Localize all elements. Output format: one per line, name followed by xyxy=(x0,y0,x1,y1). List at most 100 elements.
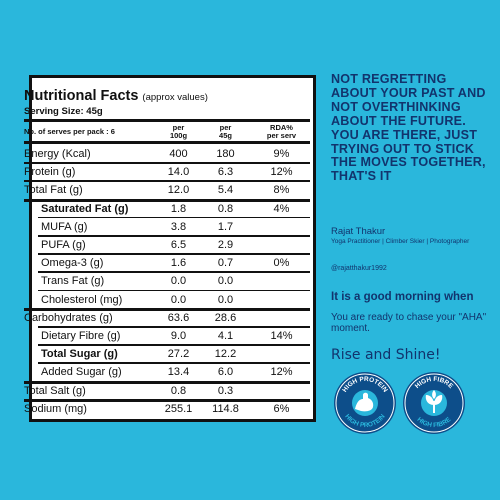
value-rda: 0% xyxy=(273,257,290,270)
nutrition-row: Total Fat (g) 12.0 5.4 8% xyxy=(24,181,310,200)
serving-size: Serving Size: 45g xyxy=(24,106,103,117)
nutrient-name: Carbohydrates (g) xyxy=(24,311,113,324)
row-divider xyxy=(24,162,310,164)
value-per-45g: 114.8 xyxy=(212,402,239,415)
flexed-arm-icon xyxy=(352,390,378,416)
header-per-45g-line2: 45g xyxy=(219,131,232,140)
row-divider xyxy=(38,362,310,364)
value-per-45g: 0.3 xyxy=(217,384,234,397)
header-per-100g-line2: 100g xyxy=(169,131,188,140)
leaf-icon xyxy=(421,390,447,416)
value-per-45g: 1.7 xyxy=(217,220,234,233)
row-divider xyxy=(38,326,310,328)
row-divider xyxy=(38,253,310,255)
value-rda: 8% xyxy=(273,184,290,197)
header-rda-line2: per serv xyxy=(266,131,297,140)
row-divider xyxy=(24,307,310,311)
value-per-45g: 28.6 xyxy=(214,311,237,324)
value-per-100g: 3.8 xyxy=(170,220,187,233)
nutrient-name: Protein (g) xyxy=(24,166,76,179)
nutrition-row: Total Sugar (g) 27.2 12.2 xyxy=(24,345,310,364)
value-rda: 12% xyxy=(270,366,293,379)
value-per-100g: 1.6 xyxy=(170,257,187,270)
nutrition-row: Trans Fat (g) 0.0 0.0 xyxy=(24,272,310,291)
good-morning-heading: It is a good morning when xyxy=(331,291,474,303)
nutrient-name: Cholesterol (mg) xyxy=(41,293,123,306)
value-per-100g: 14.0 xyxy=(167,166,190,179)
row-divider xyxy=(24,198,310,202)
value-per-45g: 2.9 xyxy=(217,239,234,251)
nutrient-name: Omega-3 (g) xyxy=(41,257,104,270)
nutrition-row: Sodium (mg) 255.1 114.8 6% xyxy=(24,400,310,419)
nutrient-name: MUFA (g) xyxy=(41,220,88,233)
value-per-100g: 400 xyxy=(169,148,188,160)
nutrition-divider xyxy=(24,119,310,122)
value-per-100g: 13.4 xyxy=(167,366,190,379)
nutrient-name: Total Sugar (g) xyxy=(41,348,118,361)
value-per-100g: 6.5 xyxy=(170,239,187,251)
value-per-45g: 6.3 xyxy=(217,166,234,179)
nutrition-title-text: Nutritional Facts xyxy=(24,88,139,104)
value-per-100g: 63.6 xyxy=(167,311,190,324)
nutrition-title: Nutritional Facts (approx values) xyxy=(24,88,208,104)
social-handle: @rajatthakur1992 xyxy=(331,265,387,272)
nutrition-subtitle: (approx values) xyxy=(142,92,208,103)
value-per-100g: 0.0 xyxy=(170,275,187,288)
row-divider xyxy=(24,180,310,182)
quote-author-role: Yoga Practitioner | Climber Skier | Phot… xyxy=(331,238,470,245)
nutrition-row: PUFA (g) 6.5 2.9 xyxy=(24,236,310,255)
value-per-45g: 0.8 xyxy=(217,202,234,215)
nutrition-row: Added Sugar (g) 13.4 6.0 12% xyxy=(24,363,310,382)
nutrient-name: Total Fat (g) xyxy=(24,184,83,197)
value-per-100g: 1.8 xyxy=(170,202,187,215)
nutrition-row: Dietary Fibre (g) 9.0 4.1 14% xyxy=(24,327,310,346)
nutrition-row: Cholesterol (mg) 0.0 0.0 xyxy=(24,291,310,310)
nutrition-row: Total Salt (g) 0.8 0.3 xyxy=(24,382,310,401)
nutrient-name: Trans Fat (g) xyxy=(41,275,105,288)
value-per-45g: 180 xyxy=(216,148,235,160)
nutrition-row: Saturated Fat (g) 1.8 0.8 4% xyxy=(24,200,310,219)
nutrient-name: Dietary Fibre (g) xyxy=(41,330,121,342)
quote-text: NOT REGRETTING ABOUT YOUR PAST AND NOT O… xyxy=(331,72,486,184)
value-per-45g: 0.0 xyxy=(217,293,234,306)
quote-author: Rajat Thakur xyxy=(331,226,386,237)
header-per-100g: per 100g xyxy=(156,124,201,140)
value-rda: 14% xyxy=(270,330,293,342)
value-rda: 9% xyxy=(273,148,290,160)
nutrition-row: MUFA (g) 3.8 1.7 xyxy=(24,218,310,237)
nutrient-name: Sodium (mg) xyxy=(24,402,87,415)
value-per-100g: 9.0 xyxy=(170,330,187,342)
nutrition-row: Carbohydrates (g) 63.6 28.6 xyxy=(24,309,310,328)
row-divider xyxy=(38,271,310,273)
value-rda: 4% xyxy=(273,202,290,215)
header-per-45g-line1: per xyxy=(219,123,232,132)
nutrition-row: Protein (g) 14.0 6.3 12% xyxy=(24,163,310,182)
row-divider xyxy=(24,398,310,402)
header-rda-line1: RDA% xyxy=(270,123,293,132)
value-rda: 12% xyxy=(270,166,293,179)
row-divider xyxy=(24,380,310,384)
value-rda: 6% xyxy=(273,402,290,415)
row-divider xyxy=(38,216,310,219)
nutrition-panel xyxy=(29,75,316,422)
value-per-45g: 12.2 xyxy=(214,348,237,361)
header-per-100g-line1: per xyxy=(172,123,185,132)
nutrition-divider xyxy=(24,141,310,144)
row-divider xyxy=(38,289,310,292)
aha-moment-text: You are ready to chase your "AHA" moment… xyxy=(331,312,487,334)
value-per-45g: 4.1 xyxy=(217,330,234,342)
value-per-100g: 0.8 xyxy=(170,384,187,397)
header-per-45g: per 45g xyxy=(203,124,248,140)
value-per-45g: 5.4 xyxy=(217,184,234,197)
value-per-45g: 0.0 xyxy=(217,275,234,288)
value-per-100g: 12.0 xyxy=(167,184,190,197)
value-per-45g: 6.0 xyxy=(217,366,234,379)
rise-and-shine-text: Rise and Shine! xyxy=(331,347,441,363)
value-per-100g: 255.1 xyxy=(164,402,193,415)
value-per-100g: 27.2 xyxy=(167,348,190,361)
nutrition-row: Energy (Kcal) 400 180 9% xyxy=(24,145,310,164)
value-per-45g: 0.7 xyxy=(217,257,234,270)
header-rda: RDA% per serv xyxy=(259,124,304,140)
row-divider xyxy=(38,235,310,237)
nutrient-name: Added Sugar (g) xyxy=(41,366,122,379)
